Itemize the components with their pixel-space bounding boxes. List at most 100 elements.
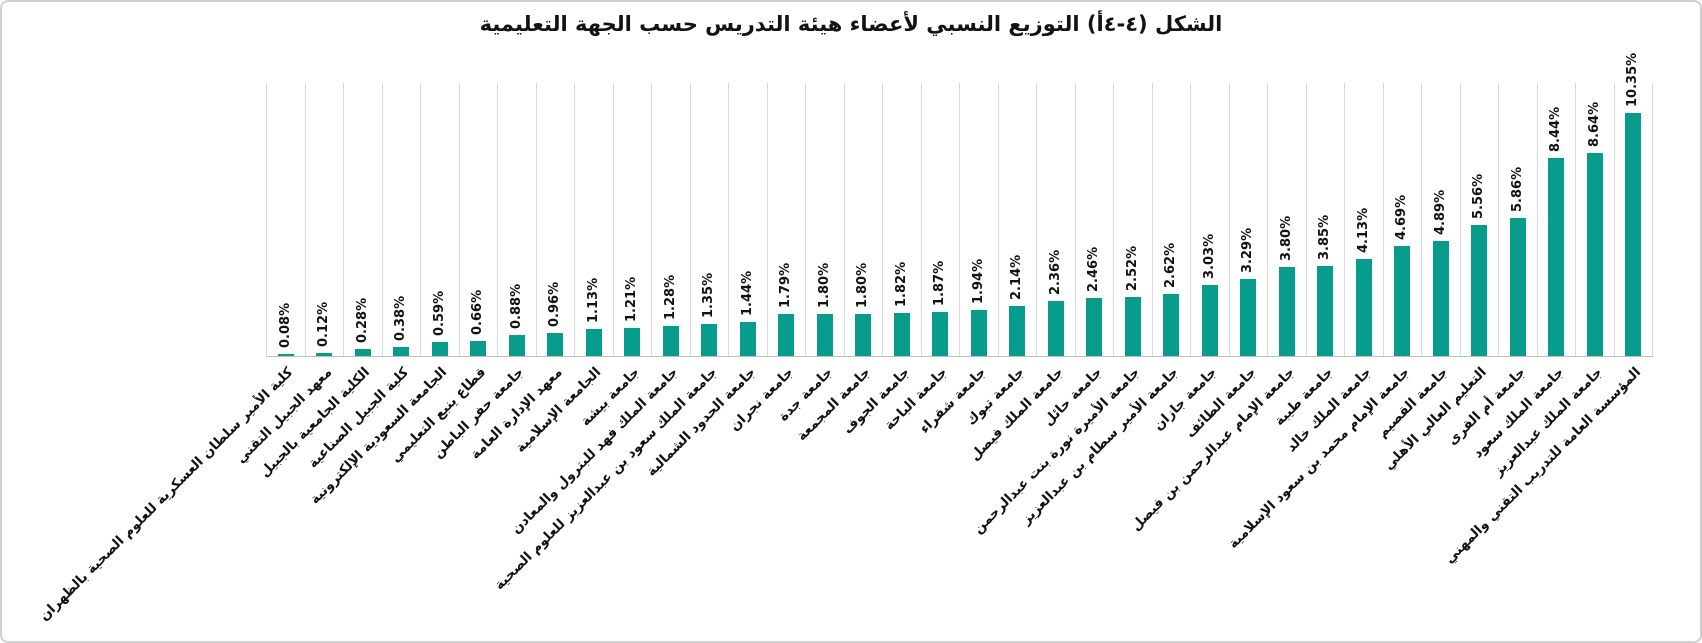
- bar: [893, 313, 910, 356]
- category-column: 1.44% جامعة الحدود الشمالية: [643, 83, 768, 480]
- category-column: 1.13% الجامعة الإسلامية: [513, 83, 614, 456]
- bar-value-label: 2.52%: [1124, 245, 1140, 291]
- category-column: 4.69% جامعة الإمام محمد بن سعود الإسلامية: [1225, 83, 1422, 552]
- bar: [431, 342, 448, 356]
- bar: [470, 340, 487, 356]
- bar: [701, 324, 718, 356]
- bar: [1355, 258, 1372, 356]
- category-column: 1.21% جامعة بيشة: [578, 83, 652, 429]
- bar-value-label: 0.88%: [508, 284, 524, 330]
- category-column: 0.28% الكلية الجامعية بالجبيل: [257, 83, 383, 481]
- category-column: 1.35% جامعة الملك سعود بن عبدالعزيز للعلو…: [491, 83, 729, 593]
- bar: [1317, 265, 1334, 356]
- bar: [585, 329, 602, 356]
- bar-value-label: 1.21%: [624, 276, 640, 322]
- bar-value-label: 0.08%: [277, 303, 293, 349]
- bar-value-label: 3.29%: [1240, 227, 1256, 273]
- bar: [778, 313, 795, 356]
- category-column: 8.64% جامعة الملك عبدالعزيز: [1490, 83, 1615, 479]
- category-column: 2.62% جامعة الأمير سطام بن عبدالعزيز: [1018, 83, 1191, 528]
- category-column: 0.66% قطاع ينبع التعليمي: [387, 83, 498, 466]
- bar: [932, 312, 949, 356]
- category-column: 2.52% جامعة الأميرة نورة بنت عبدالرحمن: [971, 83, 1153, 537]
- category-column: 3.80% جامعة الإمام عبدالرحمن بن فيصل: [1127, 83, 1307, 534]
- bar-value-label: 0.38%: [393, 295, 409, 342]
- bar: [1432, 241, 1449, 356]
- chart-title: الشكل (٤-٤أ) التوزيع النسبي لأعضاء هيئة …: [479, 12, 1223, 36]
- bar-value-label: 1.13%: [585, 278, 601, 324]
- bar-value-label: 0.96%: [547, 282, 563, 328]
- bar: [1124, 296, 1141, 356]
- category-column: 3.03% جامعة جازان: [1151, 83, 1230, 434]
- bar-value-label: 2.36%: [1047, 249, 1063, 295]
- category-column: 4.13% جامعة الملك خالد: [1283, 83, 1384, 455]
- bar: [624, 327, 641, 356]
- category-column: 1.94% جامعة شقراء: [917, 83, 999, 437]
- category-column: 1.79% جامعة نجران: [727, 83, 806, 434]
- bar-value-label: 3.85%: [1317, 214, 1333, 260]
- bar: [1509, 218, 1526, 356]
- category-column: 2.46% جامعة حائل: [1040, 83, 1114, 429]
- bar: [1201, 284, 1218, 356]
- category-column: 1.80% جامعة جدة: [775, 83, 845, 425]
- category-column: 4.89% جامعة القصيم: [1375, 83, 1461, 441]
- bar: [1394, 245, 1411, 356]
- bar-value-label: 1.35%: [701, 273, 717, 319]
- category-column: 1.87% جامعة الباحة: [882, 83, 960, 433]
- bar: [354, 349, 371, 356]
- bar: [1047, 300, 1064, 356]
- plot-area: 0.08% كلية الأمير سلطان العسكرية للعلوم ا…: [36, 53, 1653, 624]
- bar: [816, 313, 833, 356]
- bar-value-label: 1.79%: [778, 262, 794, 308]
- category-column: 0.59% الجامعة السعودية الإلكترونية: [307, 83, 460, 507]
- bar: [1586, 152, 1603, 356]
- bar-value-label: 0.12%: [316, 302, 332, 348]
- bar-value-label: 4.69%: [1394, 194, 1410, 240]
- bar-value-label: 2.62%: [1163, 243, 1179, 289]
- bar-value-label: 1.94%: [970, 259, 986, 305]
- bar: [393, 347, 410, 356]
- bar-value-label: 1.28%: [662, 274, 678, 320]
- bar-value-label: 1.80%: [816, 262, 832, 308]
- bar-value-label: 1.82%: [893, 262, 909, 308]
- bar: [1548, 157, 1565, 356]
- category-label: كلية الأمير سلطان العسكرية للعلوم الصحية…: [36, 364, 297, 625]
- bar: [277, 354, 294, 356]
- category-column: 1.82% جامعة الجوف: [839, 83, 922, 437]
- bar: [1471, 225, 1488, 356]
- bar-value-label: 2.46%: [1086, 247, 1102, 293]
- category-column: 2.14% جامعة تبوك: [963, 83, 1037, 429]
- category-column: 8.44% جامعة الملك سعود: [1470, 83, 1576, 462]
- bar: [970, 310, 987, 356]
- bar-value-label: 1.80%: [855, 262, 871, 308]
- category-column: 1.28% جامعة الملك فهد للبترول والمعادن: [508, 83, 691, 537]
- category-column: 0.96% معهد الإدارة العامة: [468, 83, 575, 463]
- category-column: 5.86% جامعة أم القرى: [1444, 83, 1538, 448]
- bar: [1163, 294, 1180, 356]
- category-column: 3.85% جامعة طيبة: [1271, 83, 1345, 429]
- bar: [1278, 266, 1295, 356]
- category-column: 0.08% كلية الأمير سلطان العسكرية للعلوم ا…: [36, 83, 306, 624]
- bar-value-label: 1.87%: [932, 260, 948, 307]
- bar-value-label: 0.28%: [354, 298, 370, 344]
- bar: [316, 353, 333, 356]
- bar: [855, 313, 872, 356]
- bar-value-label: 10.35%: [1625, 52, 1641, 107]
- bar: [1625, 112, 1642, 356]
- bar-value-label: 0.59%: [431, 291, 447, 337]
- bar-value-label: 1.44%: [739, 271, 755, 317]
- category-column: 2.36% جامعة الملك فيصل: [967, 83, 1076, 464]
- bar-value-label: 0.66%: [470, 289, 486, 335]
- category-column: 0.38% كلية الجبيل الصناعية: [305, 83, 421, 471]
- bar-value-label: 2.14%: [1009, 254, 1025, 300]
- category-column: 3.29% جامعة الطائف: [1182, 83, 1268, 441]
- bar: [1240, 278, 1257, 356]
- bar: [508, 335, 525, 356]
- category-column: 10.35% المؤسسة العامة للتدريب التقني والم…: [1441, 53, 1653, 567]
- bar-value-label: 3.03%: [1201, 233, 1217, 279]
- bar-value-label: 5.56%: [1471, 174, 1487, 220]
- bar-value-label: 4.13%: [1355, 207, 1371, 253]
- bar: [739, 322, 756, 356]
- bar-value-label: 8.64%: [1586, 101, 1602, 147]
